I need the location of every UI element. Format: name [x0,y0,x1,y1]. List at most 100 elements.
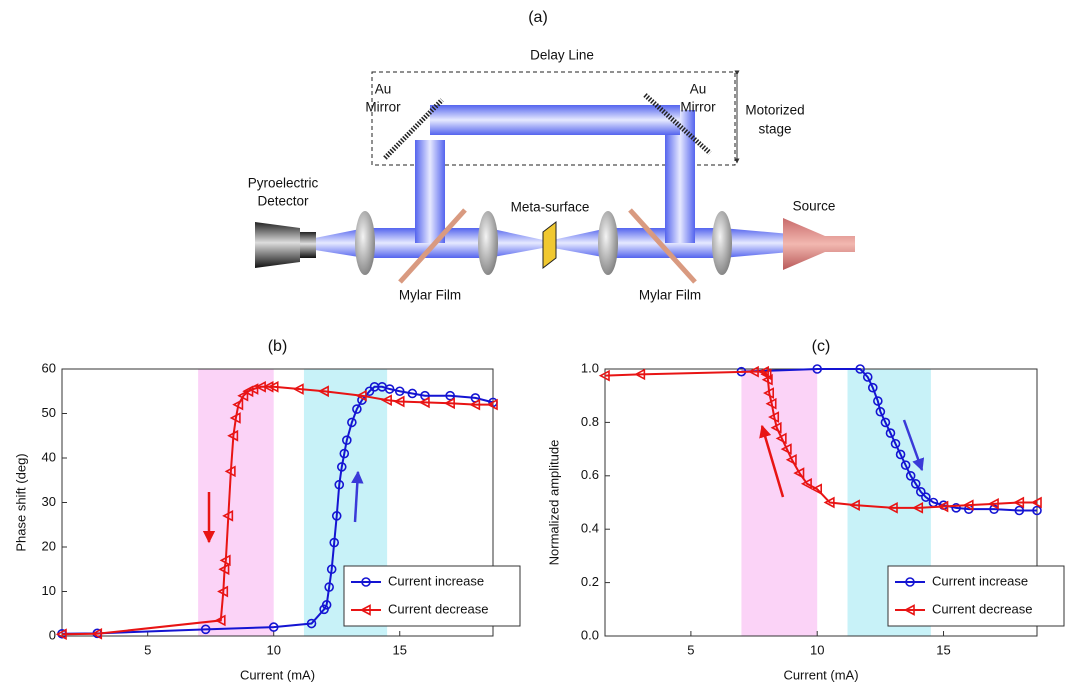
point [885,428,896,438]
x-tick-label: 5 [687,642,694,657]
mirror-label: Au [690,82,707,97]
point [775,432,787,445]
metasurface [542,220,557,270]
point [329,537,340,548]
point [848,499,860,511]
point [326,564,337,575]
y-tick-label: 0.2 [581,574,599,589]
point [339,448,350,459]
point [317,385,329,398]
point [962,499,974,511]
plot: 5 10 15 0.0 0.2 0.4 0.6 0.8 1.0 (c) Current (mA) No… [546,338,1065,682]
point [232,398,244,411]
source-label: Source [793,199,836,214]
point [793,467,805,479]
mirror-label: Mirror [365,100,401,115]
point [855,364,865,374]
y-axis-label: Phase shift (deg) [13,453,28,551]
point [875,406,886,417]
right-mirror [643,93,712,155]
point [418,396,430,409]
y-tick-label: 0.4 [581,521,599,536]
x-axis-label: Current (mA) [240,667,315,682]
setup-diagram: (a) Delay Line Au Mirror Au Mirror Motor… [248,9,855,303]
point [1013,496,1025,509]
y-tick-label: 40 [42,449,56,464]
point [634,368,646,381]
y-axis-label: Normalized amplitude [546,440,561,566]
point [763,387,775,399]
point [823,496,835,509]
legend-box [887,565,1065,627]
point [384,384,395,394]
panel-title: (c) [812,338,831,355]
point [921,492,931,502]
point [486,398,498,411]
point [770,421,782,434]
y-tick-label: 0.8 [581,414,599,429]
stage-label: Motorized [745,103,804,118]
point [355,389,367,402]
lens [598,211,618,275]
film-label: Mylar Film [399,288,461,303]
y-tick-label: 60 [42,360,56,375]
mirror-label: Mirror [680,100,716,115]
lens [478,211,498,275]
y-tick-label: 0.0 [581,627,599,642]
point [812,364,823,374]
point [91,627,103,640]
point [1014,505,1025,516]
point [895,449,906,460]
x-tick-label: 10 [266,642,280,657]
y-tick-label: 10 [42,583,56,598]
point [217,585,229,598]
detector [255,222,300,268]
point [915,487,926,497]
annotations [202,419,925,544]
point [342,435,352,446]
point [785,453,797,466]
point [237,389,249,402]
legend-marker [361,577,371,587]
stage-label: stage [758,122,791,137]
point [443,397,455,410]
point [937,500,949,513]
y-tick-label: 0.6 [581,467,599,482]
point [334,479,345,490]
point [254,380,266,393]
legend-label: Current decrease [388,601,488,616]
point [912,502,924,514]
detector-label: Detector [257,194,309,209]
point [760,368,772,381]
plots: 5 10 15 0 10 20 30 40 50 60 (b) Current (mA) Phase s… [13,338,1065,682]
point [886,502,898,514]
point [987,498,999,510]
point [218,563,230,576]
point [200,624,211,635]
point [321,600,332,610]
legend-label: Current increase [388,573,484,588]
film-label: Mylar Film [639,288,701,303]
y-tick-label: 0 [49,627,56,642]
x-axis-label: Current (mA) [783,667,858,682]
series-line [604,370,1037,509]
detector-nose [300,232,316,258]
arrow [351,470,364,523]
point [873,396,883,406]
point [306,618,317,629]
lens [712,211,732,275]
delay-line-label: Delay Line [530,48,594,63]
plot: 5 10 15 0 10 20 30 40 50 60 (b) Current (mA) Phase s… [13,338,521,682]
point [800,477,812,490]
legend-marker [903,604,915,616]
point [1032,505,1042,516]
mirror-label: Au [375,82,392,97]
point [747,365,759,378]
point [780,443,792,455]
y-tick-label: 1.0 [581,360,599,375]
point [765,397,777,410]
x-tick-label: 10 [810,642,824,657]
point [951,503,961,513]
x-tick-label: 15 [936,642,950,657]
legend-marker [905,577,915,587]
